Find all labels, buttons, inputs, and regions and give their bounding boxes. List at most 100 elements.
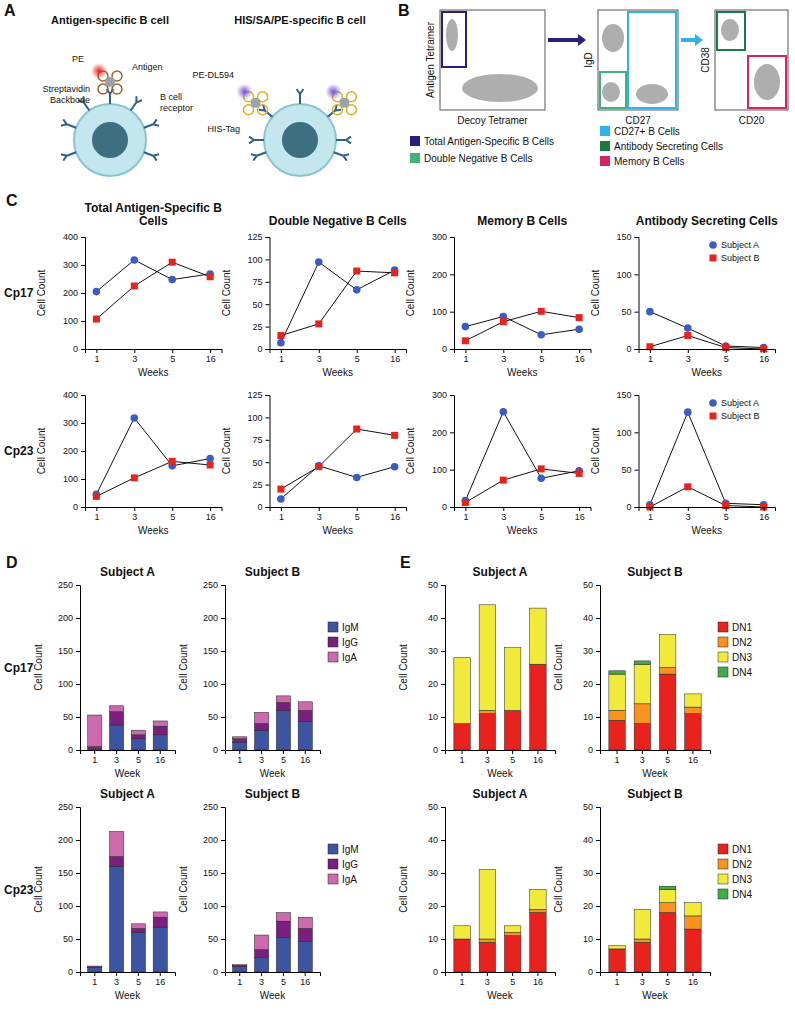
tick-mark (281, 507, 282, 511)
axis-line (450, 396, 455, 508)
panel-a: AAntigen-specific B cellPEAntigenStrepta… (4, 2, 366, 176)
tick-mark (395, 349, 396, 353)
marker (353, 426, 360, 433)
bar-segment (276, 921, 290, 938)
y-tick: 40 (583, 613, 600, 623)
x-tick: 1 (237, 972, 242, 987)
x-tick: 1 (94, 349, 99, 364)
chart-title: Memory B Cells (477, 214, 567, 228)
bar-segment (254, 950, 268, 958)
x-axis: 13516 (455, 507, 592, 522)
tick-mark (537, 750, 538, 754)
x-axis: 13516 (601, 750, 711, 765)
marker (500, 318, 507, 325)
tick-mark (160, 972, 161, 976)
marker (315, 320, 322, 327)
plot-area (454, 870, 546, 972)
tick-mark (635, 349, 639, 350)
x-tick: 16 (155, 972, 165, 987)
y-tick: 50 (621, 307, 638, 317)
axis-line (596, 586, 601, 751)
tick-mark (726, 349, 727, 353)
bar-segment (233, 967, 247, 972)
x-axis: 13516 (639, 507, 776, 522)
tick-mark (596, 750, 600, 751)
legend-swatch (328, 859, 338, 869)
tick-mark (266, 462, 270, 463)
tick-label: 3 (686, 354, 691, 364)
tick-label: 5 (136, 755, 141, 765)
chart: 010020030013516 (432, 232, 591, 364)
tick-mark (134, 349, 135, 353)
gate (717, 12, 745, 50)
tick-mark (635, 507, 639, 508)
tick-label: 250 (203, 580, 218, 590)
bar-segment (685, 929, 701, 972)
cell-title: HIS/SA/PE-specific B cell (234, 14, 365, 26)
y-tick: 0 (588, 967, 600, 977)
tick-mark (76, 873, 80, 874)
bar-segment (479, 710, 495, 713)
row-label: Cp23 (4, 883, 34, 897)
marker (315, 462, 323, 470)
legend-swatch (328, 874, 338, 884)
bar-segment (609, 720, 625, 750)
y-tick: 30 (428, 868, 445, 878)
x-tick: 5 (724, 507, 729, 522)
tick-mark (319, 507, 320, 511)
tick-label: 30 (428, 646, 438, 656)
legend-label: Memory B Cells (614, 156, 685, 167)
y-tick: 0 (213, 745, 225, 755)
tick-mark (450, 432, 454, 433)
bar-segment (109, 857, 123, 867)
tick-label: 150 (203, 646, 218, 656)
bar-segment (685, 707, 701, 714)
facs-frame (715, 10, 788, 110)
tick-label: 5 (136, 977, 141, 987)
x-tick: 16 (688, 972, 698, 987)
bar-segment (634, 724, 650, 750)
population (602, 24, 624, 52)
tick-label: 40 (583, 835, 593, 845)
y-tick: 10 (583, 934, 600, 944)
y-tick: 50 (208, 712, 225, 722)
tick-mark (134, 507, 135, 511)
axis-title: Week (487, 768, 513, 779)
tick-mark (441, 585, 445, 586)
series-line (96, 461, 210, 496)
bar-segment (88, 747, 102, 750)
y-axis: 050100150200250 (203, 802, 226, 977)
tick-label: 10 (428, 712, 438, 722)
tick-label: 30 (583, 646, 593, 656)
tick-mark (138, 750, 139, 754)
y-axis: 01020304050 (428, 580, 446, 755)
y-axis: 050100150200250 (58, 802, 81, 977)
chart-title: Subject A (473, 565, 528, 579)
marker (537, 474, 545, 482)
legend-swatch (718, 637, 728, 647)
tick-mark (266, 259, 270, 260)
bar-segment (454, 724, 470, 750)
tick-label: 5 (539, 354, 544, 364)
legend-label: IgG (342, 637, 358, 648)
tick-mark (239, 750, 240, 754)
tick-label: 0 (433, 745, 438, 755)
plot-area (88, 706, 168, 750)
legend-label: Total Antigen-Specific B Cells (424, 136, 554, 147)
tick-label: 3 (259, 977, 264, 987)
tick-label: 5 (724, 512, 729, 522)
marker (207, 462, 214, 469)
bar-segment (131, 924, 145, 929)
axis-title: Antigen Tetramer (425, 21, 436, 98)
axis-line (266, 396, 271, 508)
label: PE-DL594 (192, 70, 234, 80)
cell-title: Antigen-specific B cell (51, 14, 169, 26)
axis-title: Cell Count (221, 427, 232, 474)
tick-label: 150 (616, 390, 631, 400)
marker (277, 486, 284, 493)
y-tick: 400 (63, 390, 85, 400)
y-axis: 01020304050 (583, 580, 601, 755)
gate (628, 12, 676, 108)
panel-letter: A (4, 2, 16, 19)
tick-label: 50 (428, 802, 438, 812)
